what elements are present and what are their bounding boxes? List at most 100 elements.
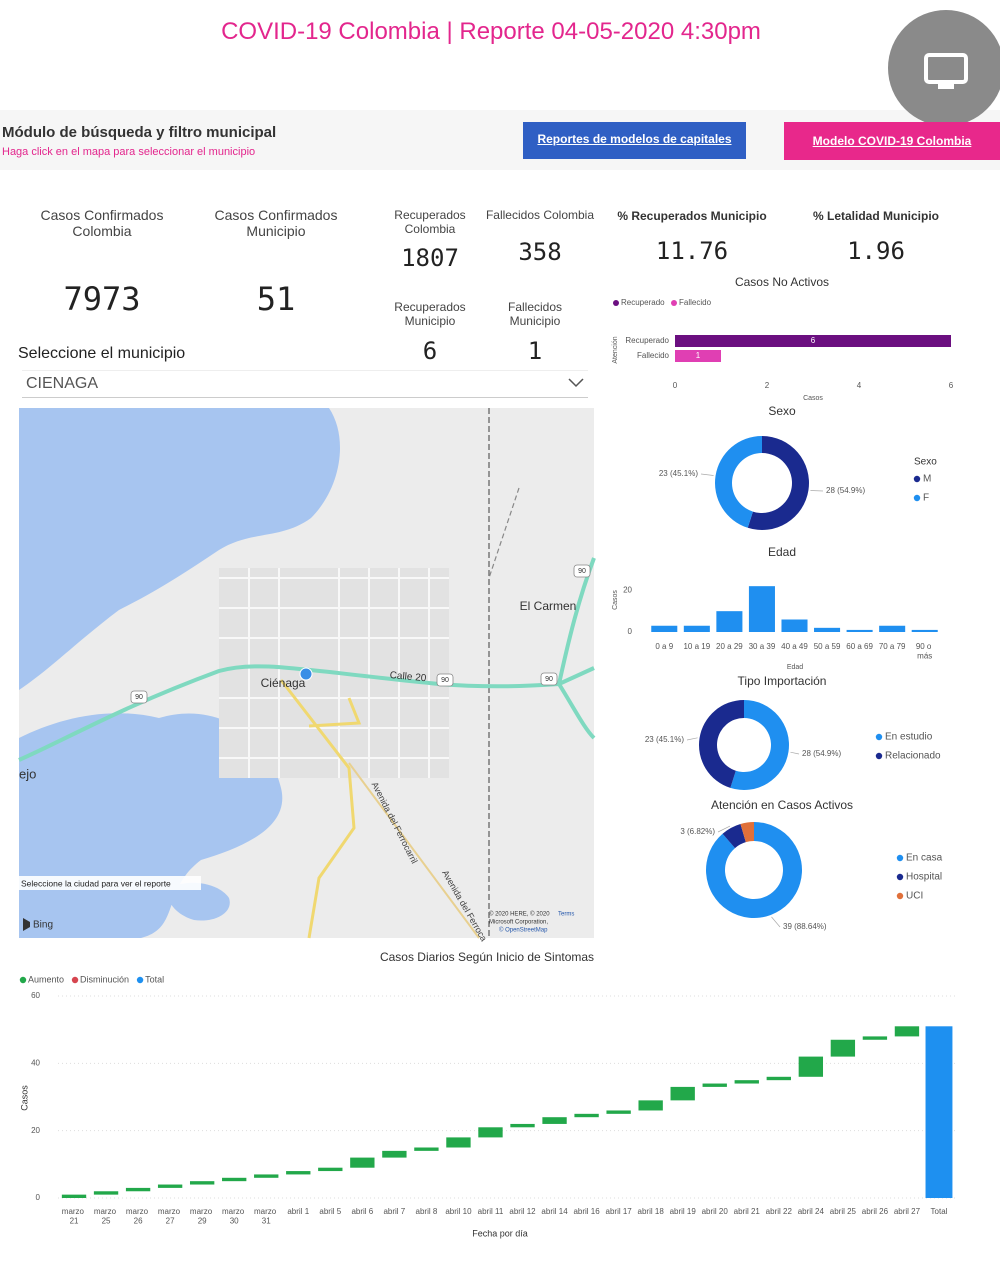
x-tick-label: marzo 25 (94, 1207, 118, 1226)
x-tick-label: abril 25 (830, 1207, 857, 1216)
leader-line (700, 473, 714, 476)
legend-dot (896, 873, 904, 881)
x-tick-label: abril 14 (541, 1207, 568, 1216)
bar (894, 1026, 920, 1037)
kpi-label: Recuperados Municipio (394, 300, 466, 328)
legend-dot (613, 300, 619, 306)
x-tick-label: abril 11 (478, 1207, 504, 1216)
legend-label: F (923, 493, 929, 504)
bar (318, 1167, 343, 1172)
x-tick-label: abril 17 (606, 1207, 633, 1216)
kpi-value: 358 (518, 238, 562, 266)
legend-label: Aumento (28, 974, 64, 984)
x-tick-label: 30 a 39 (749, 642, 776, 651)
map-attribution: © OpenStreetMap (499, 927, 548, 934)
bar (675, 335, 951, 347)
leader-line (790, 751, 800, 755)
y-tick-label: 20 (31, 1126, 40, 1135)
place-label: ejo (19, 766, 36, 781)
map-attribution: © 2020 HERE, © 2020 (489, 911, 550, 918)
data-label: 1 (696, 351, 701, 360)
donut-slice (730, 700, 790, 790)
legend-label: Relacionado (885, 751, 941, 762)
x-tick-label: marzo 30 (222, 1207, 246, 1226)
x-tick-label: 4 (857, 381, 862, 390)
y-tick-label: 40 (31, 1058, 40, 1067)
legend-dot (913, 475, 921, 483)
x-axis-label: Edad (787, 664, 803, 671)
bar (716, 611, 743, 632)
selector-label: Seleccione el municipio (18, 345, 186, 362)
x-tick-label: abril 7 (383, 1207, 405, 1216)
page-title: COVID-19 Colombia | Reporte 04-05-2020 4… (221, 18, 761, 45)
x-tick-label: marzo 21 (62, 1207, 86, 1226)
bar (125, 1187, 151, 1192)
map-attribution: Terms (558, 912, 574, 918)
map-tooltip: Seleccione la ciudad para ver el reporte (21, 878, 171, 888)
legend-dot (875, 733, 883, 741)
bar (382, 1150, 407, 1158)
bar (830, 1039, 856, 1057)
x-tick-label: 60 a 69 (846, 642, 873, 651)
button[interactable]: Reportes de modelos de capitales (523, 122, 746, 159)
x-tick-label: 0 a 9 (655, 642, 673, 651)
kpi-label: Fallecidos Municipio (507, 300, 563, 328)
donut-slice (740, 822, 754, 843)
legend-label: En casa (906, 853, 943, 864)
map[interactable]: 90 90 90 90 El Carmen Ciénaga ejo Calle … (18, 408, 596, 943)
bar (798, 1056, 824, 1077)
route-shield: 90 (545, 676, 553, 683)
x-tick-label: marzo 31 (254, 1207, 278, 1226)
place-label: Ciénaga (261, 676, 306, 690)
chart-title: Sexo (768, 404, 796, 418)
y-tick-label: 20 (623, 585, 632, 594)
road-label: Calle 20 (389, 670, 427, 684)
chart-title: Casos Diarios Según Inicio de Sintomas (380, 950, 594, 964)
bar (862, 1036, 888, 1040)
legend-dot (896, 892, 904, 900)
y-tick-label: Recuperado (625, 336, 669, 345)
x-tick-label: 10 a 19 (683, 642, 710, 651)
data-label: 28 (54.9%) (802, 749, 841, 758)
x-axis-label: Fecha por día (472, 1228, 528, 1238)
kpi-value: 1 (527, 337, 543, 365)
map-attribution: Microsoft Corporation, (489, 920, 548, 926)
y-axis-label: Casos (612, 590, 619, 610)
bar (510, 1123, 535, 1128)
bar (702, 1083, 727, 1087)
x-tick-label: 50 a 59 (814, 642, 841, 651)
y-axis-label: Casos (19, 1085, 29, 1111)
kpi-label: Recuperados Colombia (394, 208, 466, 236)
donut-slice (747, 436, 809, 530)
map-brand: Bing (33, 920, 53, 931)
bar (93, 1191, 119, 1195)
x-axis-label: Casos (803, 395, 823, 402)
bar (651, 625, 678, 632)
data-label: 23 (45.1%) (645, 735, 684, 744)
present-button[interactable] (888, 10, 1000, 126)
data-label: 28 (54.9%) (826, 486, 865, 495)
bar (350, 1157, 375, 1168)
bar (414, 1147, 439, 1151)
legend-label: Hospital (906, 872, 942, 883)
bar (254, 1174, 279, 1178)
button[interactable]: Modelo COVID-19 Colombia (784, 122, 1000, 160)
bar (670, 1086, 695, 1101)
chart-title: Tipo Importación (738, 674, 827, 688)
x-tick-label: abril 8 (416, 1207, 438, 1216)
donut-slice (699, 700, 744, 788)
chart-title: Edad (768, 545, 796, 559)
bar (542, 1117, 567, 1124)
bar (911, 629, 938, 632)
x-tick-label: abril 10 (445, 1207, 472, 1216)
bar (606, 1110, 631, 1114)
kpi-value: 7973 (63, 280, 141, 318)
legend-label: Disminución (80, 974, 129, 984)
x-tick-label: Total (931, 1207, 948, 1216)
y-tick-label: 0 (628, 627, 633, 636)
dropdown[interactable]: CIENAGA (22, 370, 588, 398)
bar (766, 1076, 791, 1081)
y-tick-label: 0 (36, 1193, 41, 1202)
